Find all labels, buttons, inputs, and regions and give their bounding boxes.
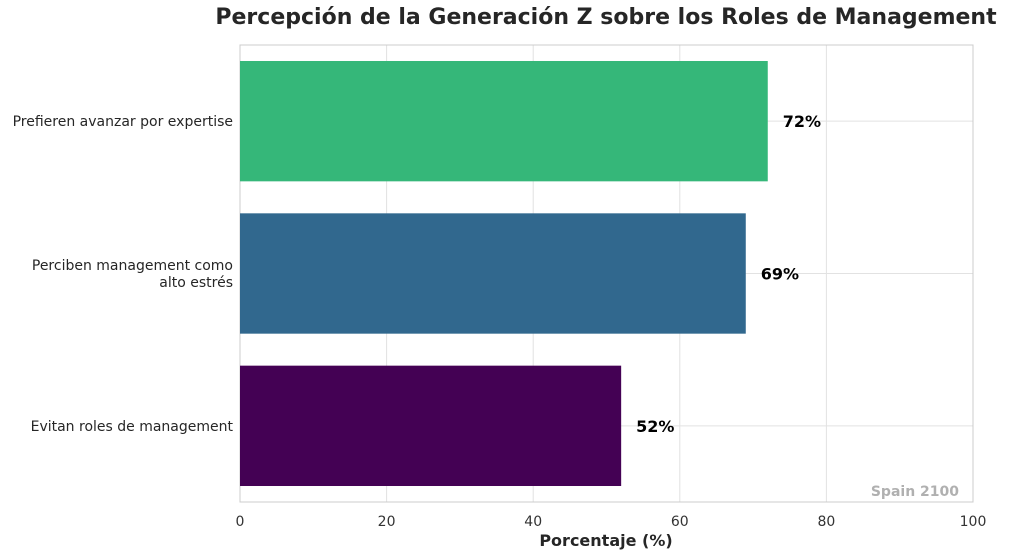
- x-axis-label: Porcentaje (%): [539, 531, 672, 550]
- data-labels: 72% 69% 52%: [636, 112, 821, 436]
- watermark: Spain 2100: [871, 484, 959, 500]
- bar: [240, 213, 746, 334]
- x-tick-label: 60: [671, 514, 689, 530]
- x-tick-label: 40: [524, 514, 542, 530]
- category-label: alto estrés: [159, 275, 233, 291]
- chart-title: Percepción de la Generación Z sobre los …: [215, 5, 997, 30]
- bars: [240, 60, 768, 487]
- category-labels: Prefieren avanzar por expertise Perciben …: [13, 114, 234, 435]
- x-tick-label: 20: [378, 514, 396, 530]
- data-label: 52%: [636, 417, 674, 436]
- category-label: Evitan roles de management: [31, 419, 234, 435]
- data-label: 69%: [761, 265, 799, 284]
- data-label: 72%: [783, 112, 821, 131]
- x-tick-label: 80: [817, 514, 835, 530]
- bar: [240, 365, 622, 487]
- x-tick-label: 0: [236, 514, 245, 530]
- bar: [240, 60, 768, 182]
- category-label: Prefieren avanzar por expertise: [13, 114, 233, 130]
- category-label: Perciben management como: [32, 258, 233, 274]
- x-axis-ticks: 0 20 40 60 80 100: [236, 514, 987, 530]
- x-tick-label: 100: [960, 514, 987, 530]
